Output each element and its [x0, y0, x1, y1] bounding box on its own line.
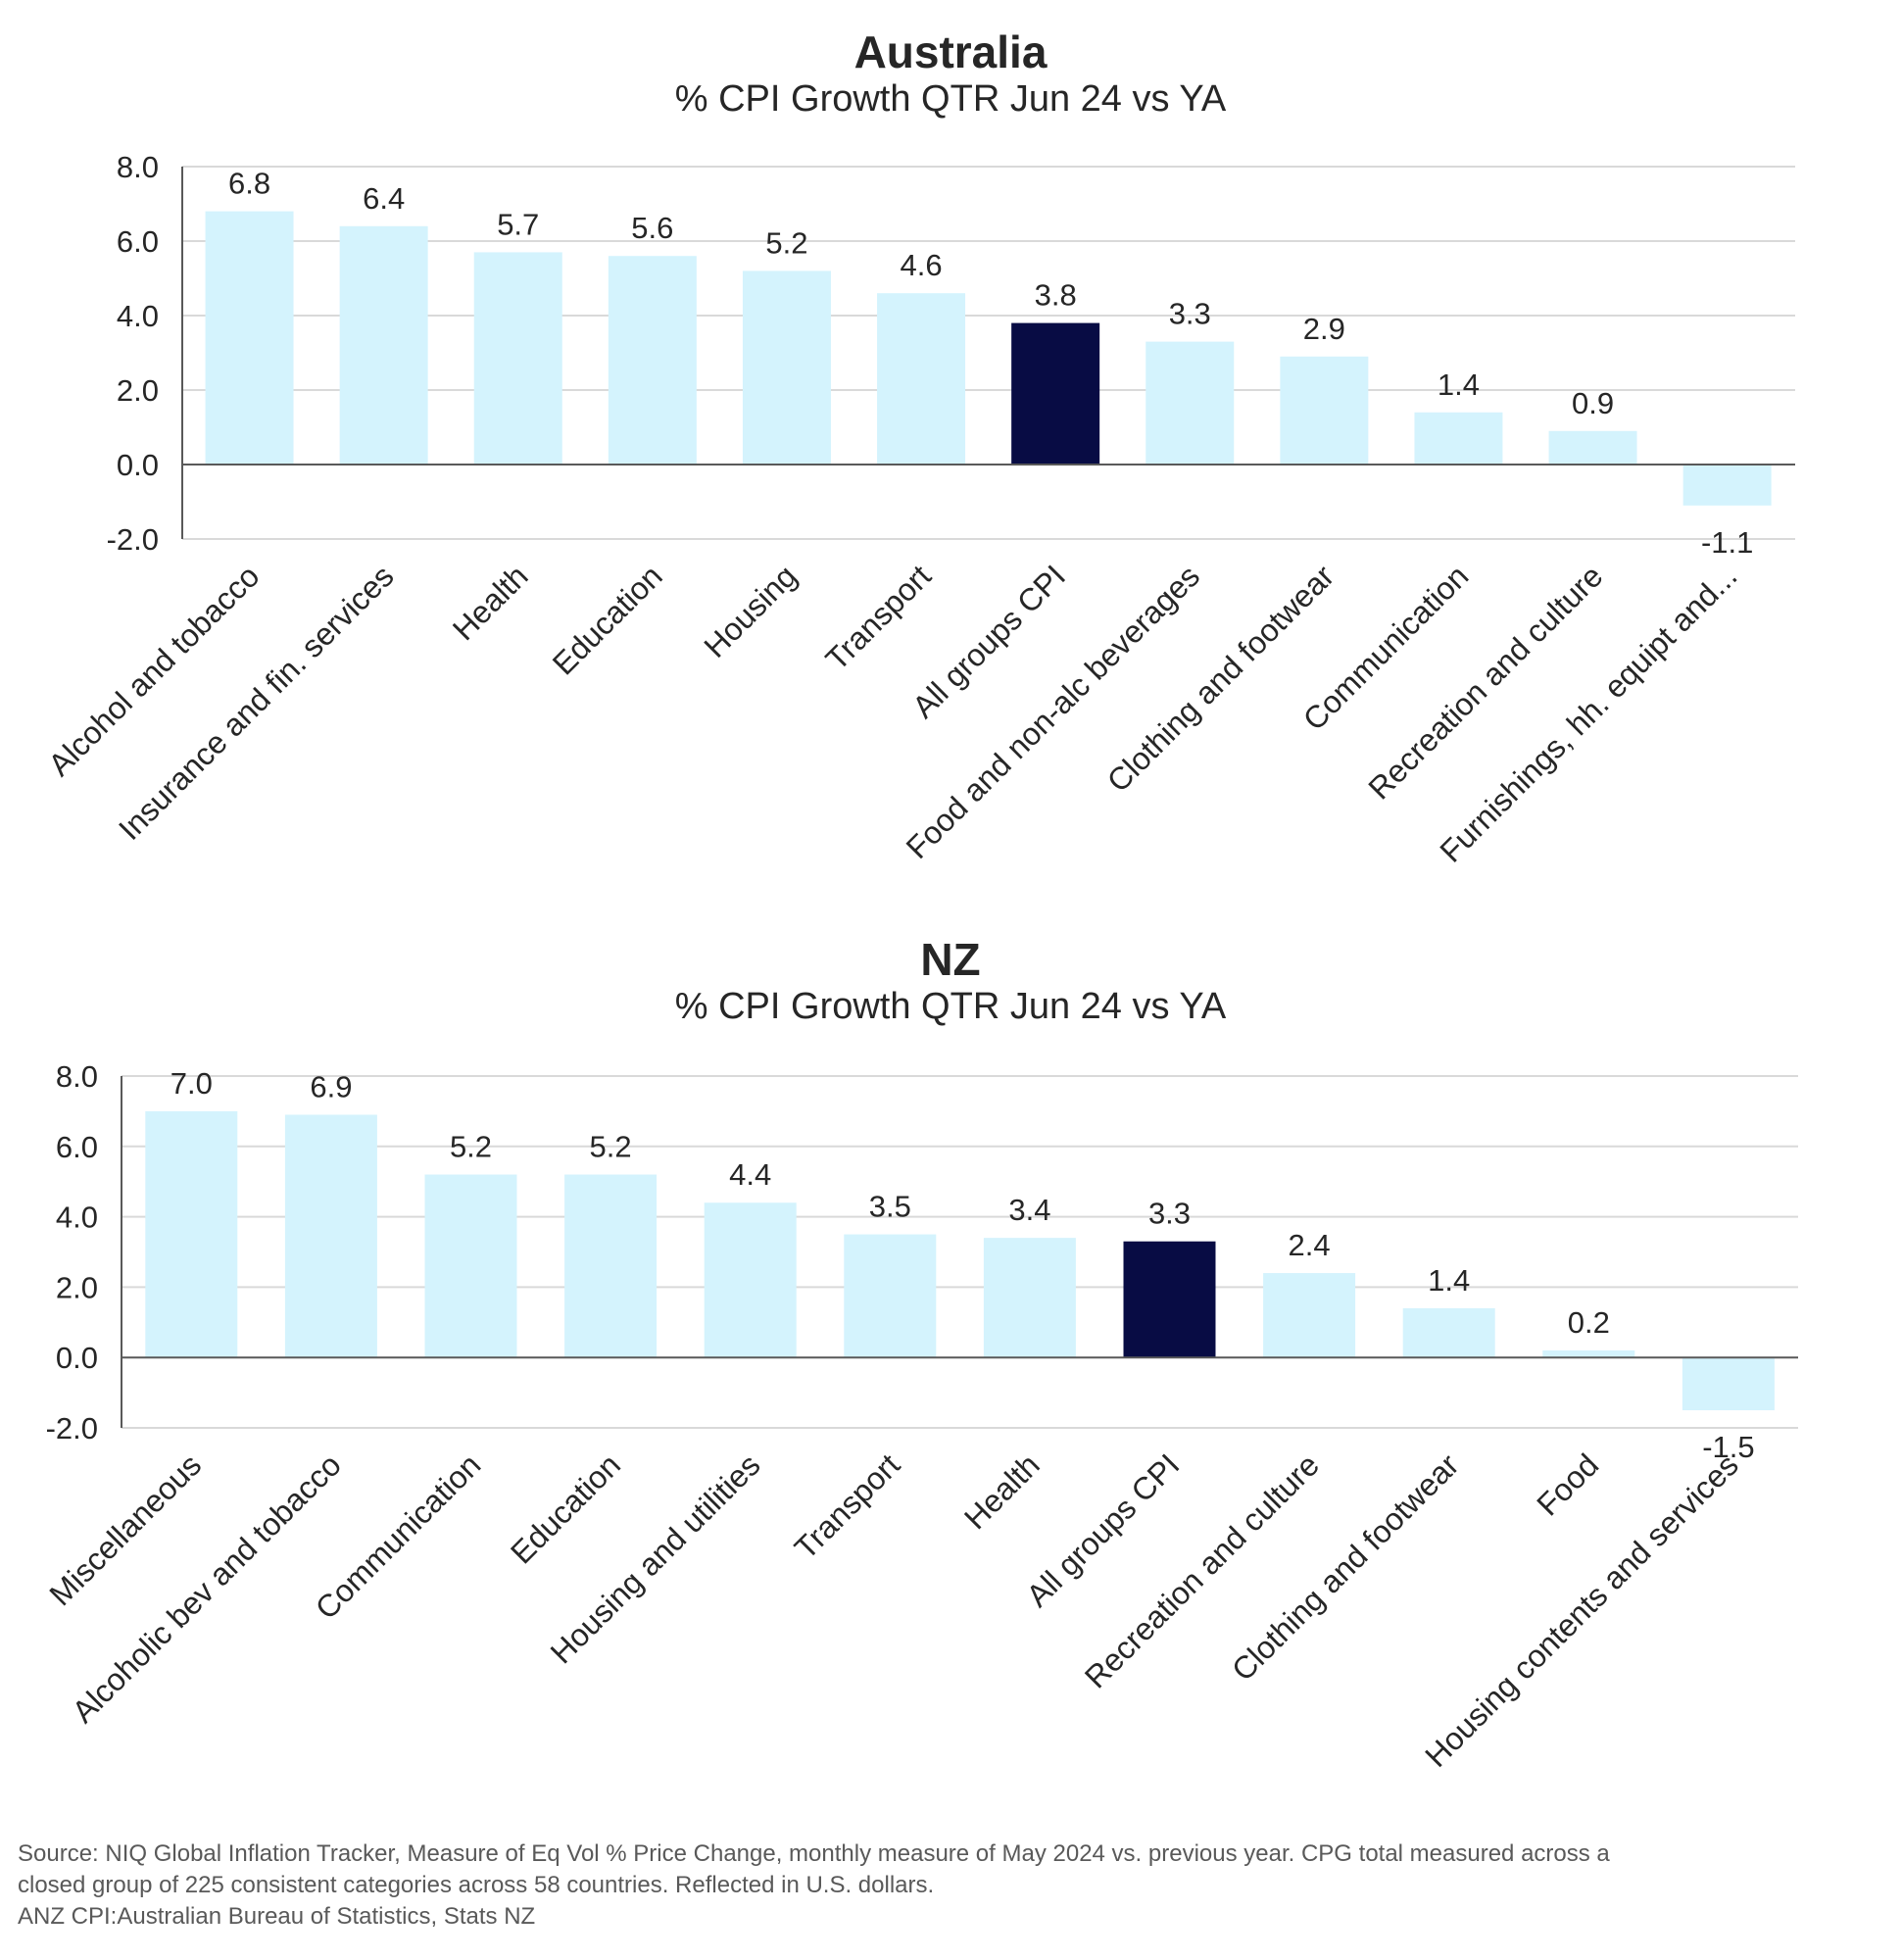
bar [1682, 1357, 1775, 1411]
data-label: 6.9 [310, 1069, 352, 1103]
y-tick-label: 8.0 [56, 1059, 98, 1094]
bar [1280, 356, 1369, 465]
category-label: Housing [697, 558, 803, 663]
category-label: Clothing and footwear [1100, 558, 1341, 799]
source-line: Source: NIQ Global Inflation Tracker, Me… [18, 1840, 1610, 1867]
bar [284, 1114, 377, 1358]
category-label: Recreation and culture [1361, 558, 1609, 806]
data-label: 3.3 [1169, 297, 1211, 331]
bar [564, 1174, 658, 1358]
data-label: 5.2 [450, 1130, 492, 1164]
bar [1682, 465, 1772, 506]
category-label: Health [446, 558, 535, 647]
data-label: 4.6 [900, 248, 942, 282]
y-tick-label: 4.0 [117, 299, 159, 333]
category-label: Housing contents and services [1418, 1446, 1745, 1774]
data-label: 5.2 [590, 1130, 632, 1164]
y-tick-label: -2.0 [46, 1411, 98, 1446]
bar [1402, 1307, 1495, 1358]
y-tick-label: 6.0 [56, 1130, 98, 1164]
y-tick-label: 2.0 [117, 373, 159, 408]
category-label: Clothing and footwear [1225, 1446, 1466, 1688]
bar [1263, 1273, 1356, 1358]
y-tick-label: 0.0 [117, 448, 159, 482]
bar [1548, 430, 1637, 465]
y-tick-label: 2.0 [56, 1270, 98, 1304]
data-label: 5.6 [631, 211, 673, 245]
bar [1123, 1241, 1216, 1358]
category-label: Food [1530, 1446, 1605, 1522]
bar [205, 211, 294, 465]
chart-title: NZ [920, 934, 981, 985]
data-label: 2.9 [1303, 312, 1345, 346]
chart-subtitle: % CPI Growth QTR Jun 24 vs YA [674, 986, 1227, 1027]
nz-chart: NZ % CPI Growth QTR Jun 24 vs YA -2.0 0.0… [0, 911, 1901, 1833]
bar [983, 1238, 1076, 1358]
category-label: Insurance and fin. services [112, 558, 401, 847]
bar [1414, 412, 1503, 465]
category-label: Furnishings, hh. equipt and... [1433, 558, 1743, 868]
bar [704, 1202, 797, 1358]
data-label: 1.4 [1428, 1263, 1470, 1298]
bar [424, 1174, 517, 1358]
data-label: 5.7 [497, 207, 539, 241]
chart-title: Australia [853, 26, 1048, 77]
y-tick-label: 0.0 [56, 1341, 98, 1375]
data-label: -1.1 [1701, 525, 1753, 560]
bar [145, 1110, 238, 1358]
category-label: Transport [819, 558, 939, 677]
data-label: 3.5 [869, 1190, 911, 1224]
bar [877, 293, 966, 465]
bar [473, 252, 562, 465]
bar [844, 1234, 937, 1358]
bar [608, 256, 697, 465]
bar [1542, 1350, 1635, 1358]
data-label: 5.2 [765, 225, 807, 260]
y-tick-label: 6.0 [117, 224, 159, 259]
data-label: -1.5 [1702, 1430, 1754, 1464]
bar [1011, 322, 1100, 465]
category-label: Recreation and culture [1078, 1446, 1326, 1694]
data-label: 3.4 [1008, 1193, 1050, 1227]
category-label: Education [546, 558, 669, 681]
nz-plot: -2.00.02.04.06.08.0 7.0Miscellaneous6.9Al… [42, 1059, 1798, 1774]
source-line: ANZ CPI:Australian Bureau of Statistics,… [18, 1903, 536, 1930]
category-label: Transport [788, 1446, 907, 1566]
data-label: 2.4 [1289, 1228, 1331, 1262]
category-label: Food and non-alc beverages [900, 558, 1207, 865]
bar [1145, 341, 1235, 465]
bar [742, 270, 831, 465]
data-label: 4.4 [729, 1157, 771, 1192]
data-label: 6.8 [228, 167, 270, 201]
y-tick-label: 8.0 [117, 150, 159, 184]
category-label: Education [504, 1446, 627, 1570]
data-label: 1.4 [1438, 368, 1480, 402]
bar [339, 225, 428, 465]
category-label: Health [957, 1446, 1047, 1536]
source-line: closed group of 225 consistent categorie… [18, 1872, 935, 1898]
data-label: 3.3 [1148, 1197, 1191, 1231]
data-label: 0.9 [1572, 386, 1614, 420]
y-tick-label: 4.0 [56, 1200, 98, 1235]
category-label: Alcoholic bev and tobacco [65, 1446, 347, 1729]
data-label: 7.0 [171, 1066, 213, 1101]
source-note: Source: NIQ Global Inflation Tracker, Me… [18, 1838, 1879, 1933]
data-label: 3.8 [1035, 278, 1077, 313]
australia-chart: Australia % CPI Growth QTR Jun 24 vs YA … [0, 0, 1901, 911]
data-label: 0.2 [1568, 1305, 1610, 1340]
y-tick-label: -2.0 [107, 522, 159, 557]
data-label: 6.4 [363, 181, 405, 216]
chart-subtitle: % CPI Growth QTR Jun 24 vs YA [674, 78, 1227, 120]
